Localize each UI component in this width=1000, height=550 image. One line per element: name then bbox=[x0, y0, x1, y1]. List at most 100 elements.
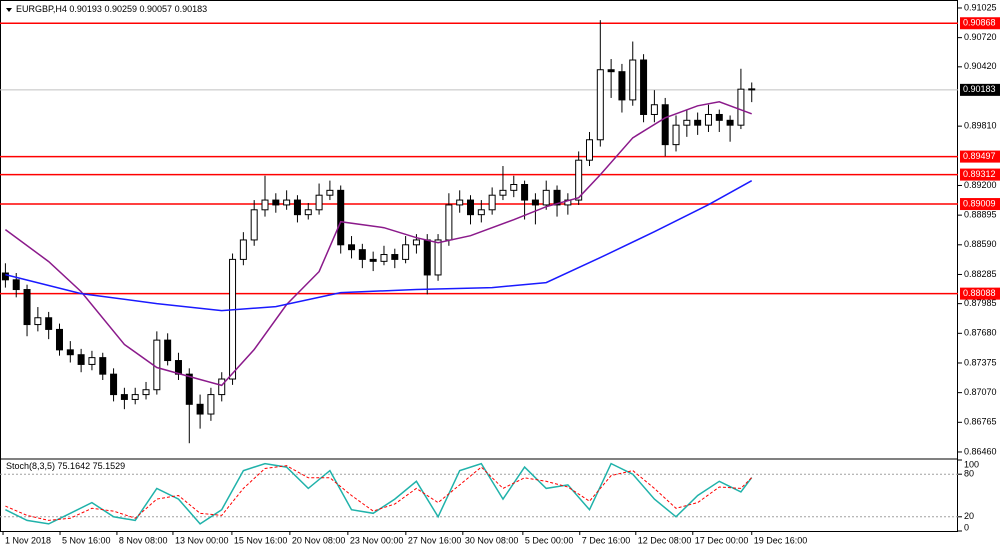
candle-body bbox=[239, 239, 247, 260]
candle-body bbox=[715, 113, 723, 121]
plot-frame bbox=[0, 0, 958, 532]
candle-body bbox=[672, 124, 680, 146]
low: 0.90057 bbox=[140, 4, 173, 14]
candle-body bbox=[45, 317, 53, 330]
candle-body bbox=[585, 139, 593, 161]
y-tick-label: 0.87985 bbox=[964, 298, 997, 308]
x-tick-label: 1 Nov 2018 bbox=[5, 535, 51, 545]
candle-body bbox=[737, 88, 745, 126]
candle-body bbox=[596, 69, 604, 141]
candle-body bbox=[510, 184, 518, 191]
x-tick-label: 13 Nov 00:00 bbox=[175, 535, 229, 545]
candle-body bbox=[640, 59, 648, 115]
y-tick-label: 80 bbox=[964, 469, 974, 479]
candle-body bbox=[261, 199, 269, 211]
y-tick-label: 0.86460 bbox=[964, 446, 997, 456]
candle-body bbox=[164, 339, 172, 362]
y-tick-label: 0 bbox=[964, 522, 969, 532]
level-label: 0.89312 bbox=[963, 169, 996, 179]
stoch-header: Stoch(8,3,5) 75.1642 75.1529 bbox=[6, 461, 125, 471]
indicator-line bbox=[5, 180, 753, 312]
candle-body bbox=[531, 199, 539, 206]
indicator-line bbox=[5, 462, 753, 525]
candle-body bbox=[55, 328, 63, 351]
candle-body bbox=[434, 239, 442, 276]
candle-body bbox=[272, 199, 280, 206]
candle-body bbox=[283, 199, 291, 206]
candle-body bbox=[88, 357, 96, 365]
x-tick-label: 27 Nov 16:00 bbox=[408, 535, 462, 545]
candle-body bbox=[12, 279, 20, 291]
candle-body bbox=[315, 194, 323, 211]
candle-body bbox=[77, 354, 85, 365]
price-label-box bbox=[960, 83, 1000, 96]
candle-body bbox=[293, 199, 301, 216]
candle-body bbox=[629, 59, 637, 101]
candle-body bbox=[650, 104, 658, 115]
y-tick-label: 0.87070 bbox=[964, 387, 997, 397]
candle-body bbox=[229, 258, 237, 380]
y-tick-label: 0.88895 bbox=[964, 210, 997, 220]
indicator-line bbox=[4, 101, 752, 387]
candle-body bbox=[542, 189, 550, 206]
candle-body bbox=[369, 258, 377, 262]
open: 0.90193 bbox=[69, 4, 102, 14]
level-label: 0.88088 bbox=[963, 288, 996, 298]
menu-arrow bbox=[6, 8, 12, 12]
candle-body bbox=[380, 254, 388, 262]
x-tick-label: 20 Nov 08:00 bbox=[292, 535, 346, 545]
y-tick-label: 0.87680 bbox=[964, 328, 997, 338]
y-tick-label: 0.88590 bbox=[964, 239, 997, 249]
level-label: 0.89009 bbox=[963, 198, 996, 208]
candle-body bbox=[445, 204, 453, 241]
candle-body bbox=[575, 159, 583, 201]
level-label-box bbox=[960, 198, 1000, 211]
candle-body bbox=[488, 194, 496, 211]
candle-body bbox=[326, 189, 334, 196]
y-tick-label: 0.90720 bbox=[964, 32, 997, 42]
level-label-box bbox=[960, 168, 1000, 181]
candle-body bbox=[467, 199, 475, 216]
candle-body bbox=[110, 373, 118, 396]
candle-body bbox=[694, 119, 702, 126]
candle-body bbox=[185, 373, 193, 405]
candle-body bbox=[207, 394, 215, 415]
x-tick-label: 8 Nov 08:00 bbox=[119, 535, 168, 545]
candle-body bbox=[607, 69, 615, 73]
y-tick-label: 0.86765 bbox=[964, 417, 997, 427]
candle-body bbox=[34, 317, 42, 326]
candle-body bbox=[196, 403, 204, 415]
candle-body bbox=[683, 119, 691, 126]
x-tick-label: 23 Nov 00:00 bbox=[350, 535, 404, 545]
y-tick-label: 0.89200 bbox=[964, 180, 997, 190]
candle-body bbox=[174, 360, 182, 375]
x-tick-label: 7 Dec 16:00 bbox=[582, 535, 631, 545]
candle-body bbox=[66, 349, 74, 356]
candle-body bbox=[423, 239, 431, 276]
y-tick-label: 20 bbox=[964, 511, 974, 521]
candle-body bbox=[521, 184, 529, 201]
y-tick-label: 0.90420 bbox=[964, 61, 997, 71]
stoch-main: 75.1642 bbox=[58, 461, 91, 471]
candle-body bbox=[748, 88, 756, 91]
candle-body bbox=[153, 339, 161, 391]
y-tick-label: 100 bbox=[964, 459, 979, 469]
candle-body bbox=[304, 209, 312, 216]
candle-body bbox=[23, 289, 31, 326]
y-tick-label: 0.89810 bbox=[964, 121, 997, 131]
x-tick-label: 17 Dec 00:00 bbox=[695, 535, 749, 545]
header: EURGBP,H4 0.90193 0.90259 0.90057 0.9018… bbox=[16, 4, 207, 14]
candle-body bbox=[456, 199, 464, 206]
level-label-box bbox=[960, 287, 1000, 300]
x-tick-label: 15 Nov 16:00 bbox=[234, 535, 288, 545]
y-tick-label: 0.88285 bbox=[964, 269, 997, 279]
candle-body bbox=[726, 119, 734, 126]
candle-body bbox=[661, 104, 669, 146]
candle-body bbox=[704, 113, 712, 126]
x-tick-label: 19 Dec 16:00 bbox=[754, 535, 808, 545]
x-tick-label: 12 Dec 08:00 bbox=[638, 535, 692, 545]
candle-body bbox=[499, 189, 507, 196]
x-tick-label: 5 Nov 16:00 bbox=[62, 535, 111, 545]
candle-body bbox=[477, 209, 485, 216]
